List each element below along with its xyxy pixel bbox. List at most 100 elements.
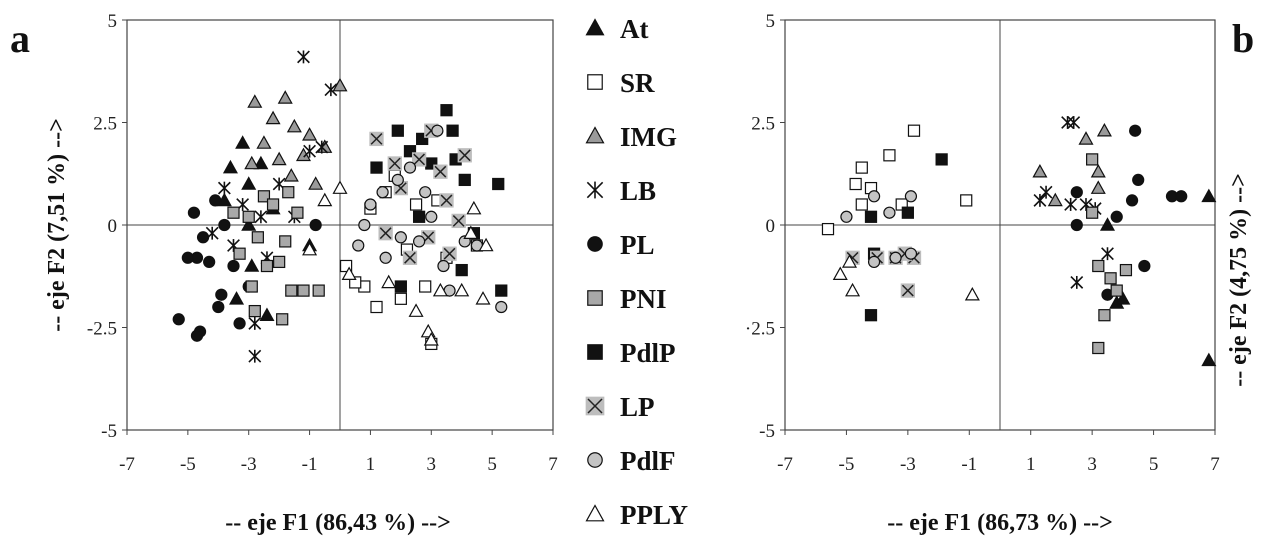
point-pdlf: [394, 231, 407, 244]
point-at: [1099, 217, 1116, 231]
legend-label: At: [620, 14, 649, 44]
point-pdlp: [495, 284, 508, 297]
point-pdlf: [364, 198, 377, 211]
point-pdlp: [394, 280, 407, 293]
point-at: [229, 291, 245, 305]
point-pdlf: [419, 186, 432, 199]
point-lb: [1039, 185, 1053, 199]
point-lb: [217, 181, 231, 195]
point-at: [253, 155, 269, 170]
point-lb: [303, 144, 316, 158]
point-pdlf: [904, 247, 918, 260]
point-pl: [233, 317, 246, 330]
legend-label: LP: [620, 392, 655, 422]
point-at: [222, 159, 238, 174]
point-pply: [463, 225, 479, 239]
point-pdlp: [403, 145, 417, 158]
point-img: [271, 151, 287, 166]
point-sr: [855, 161, 868, 174]
point-pl: [203, 255, 216, 269]
legend-item-pni: PNI: [587, 284, 667, 314]
point-img: [1096, 122, 1112, 137]
point-lp: [900, 283, 916, 298]
point-lb: [1070, 275, 1084, 289]
legend-marker-pply: [585, 504, 605, 522]
x-tick-label: -7: [119, 454, 135, 475]
y-tick-label: 0: [108, 216, 118, 237]
point-lb: [315, 140, 329, 154]
point-lp: [457, 148, 472, 163]
panel-a-points: [172, 50, 508, 363]
panel-b-y-axis-title: -- eje F2 (4,75 %) -->: [1226, 173, 1252, 387]
point-sr: [855, 198, 868, 211]
x-tick-label: -1: [302, 454, 318, 475]
point-img: [244, 155, 260, 170]
point-lp: [402, 250, 418, 265]
point-pni: [233, 247, 246, 260]
point-pni: [297, 284, 310, 297]
point-lb: [297, 50, 310, 64]
point-pl: [1129, 124, 1142, 137]
point-pdlf: [379, 251, 392, 264]
x-tick-label: 3: [427, 454, 437, 475]
x-tick-label: -5: [180, 454, 196, 475]
point-pl: [1070, 218, 1083, 232]
point-pl: [172, 313, 185, 326]
point-img: [277, 90, 293, 104]
x-tick-label: 7: [1210, 454, 1220, 475]
point-pni: [1086, 153, 1099, 166]
point-pl: [1138, 259, 1151, 273]
point-pni: [245, 280, 258, 293]
point-pni: [291, 206, 304, 219]
point-at: [244, 258, 260, 272]
point-lb: [1033, 193, 1047, 207]
x-tick-label: 5: [487, 454, 497, 475]
legend-label: IMG: [620, 122, 677, 152]
point-img: [256, 135, 272, 149]
legend-marker-pdlp: [587, 344, 603, 360]
point-pl: [1070, 186, 1083, 199]
point-sr: [409, 198, 423, 211]
legend: At SR IMG LB PL PNI PdlP LP PdlF PPLY: [585, 14, 688, 530]
point-pply: [423, 332, 439, 346]
point-pni: [242, 210, 255, 223]
panel-b-y-ticks: 5 2.5 0 ·2.5 -5: [745, 11, 785, 442]
point-img: [1090, 163, 1106, 178]
point-pl: [1125, 194, 1139, 207]
panel-a-x-ticks: -7 -5 -3 -1 1 3 5 7: [119, 430, 558, 475]
point-lb: [248, 349, 262, 363]
point-pdlf: [376, 186, 389, 199]
panel-b-x-axis-title: -- eje F1 (86,73 %) -->: [887, 510, 1113, 536]
point-pl: [215, 288, 228, 301]
point-pl: [227, 259, 240, 273]
point-pl: [181, 251, 194, 264]
y-tick-label: 2.5: [751, 114, 775, 135]
point-pdlp: [440, 104, 453, 117]
legend-marker-sr: [587, 74, 603, 90]
panel-a-y-axis-title: -- eje F2 (7,51 %) -->: [44, 118, 70, 332]
point-lp: [378, 226, 393, 241]
point-pni: [279, 235, 292, 248]
panel-b-label: b: [1232, 16, 1254, 61]
y-tick-label: -2.5: [87, 319, 117, 340]
y-tick-label: 5: [108, 11, 118, 32]
point-pdlp: [901, 206, 914, 219]
point-pni: [248, 304, 261, 318]
point-pdlp: [391, 124, 404, 137]
point-sr: [821, 222, 835, 236]
panel-b-x-ticks: -7 -5 -3 -1 1 3 5 7: [777, 430, 1220, 475]
point-lp: [442, 246, 457, 261]
point-pdlf: [431, 124, 444, 137]
panel-b-chart: -7 -5 -3 -1 1 3 5 7 52.50·2.5-5 b -- eje F1 (86…: [745, 11, 1254, 536]
legend-item-pl: PL: [587, 230, 655, 260]
point-img: [308, 176, 324, 190]
y-tick-label: 5: [766, 11, 776, 32]
point-pl: [1132, 173, 1145, 187]
point-pni: [273, 255, 286, 269]
point-pply: [475, 291, 491, 305]
point-at: [241, 217, 257, 231]
point-pdlp: [864, 210, 878, 223]
point-pni: [1098, 309, 1111, 322]
x-tick-label: -5: [839, 454, 855, 475]
